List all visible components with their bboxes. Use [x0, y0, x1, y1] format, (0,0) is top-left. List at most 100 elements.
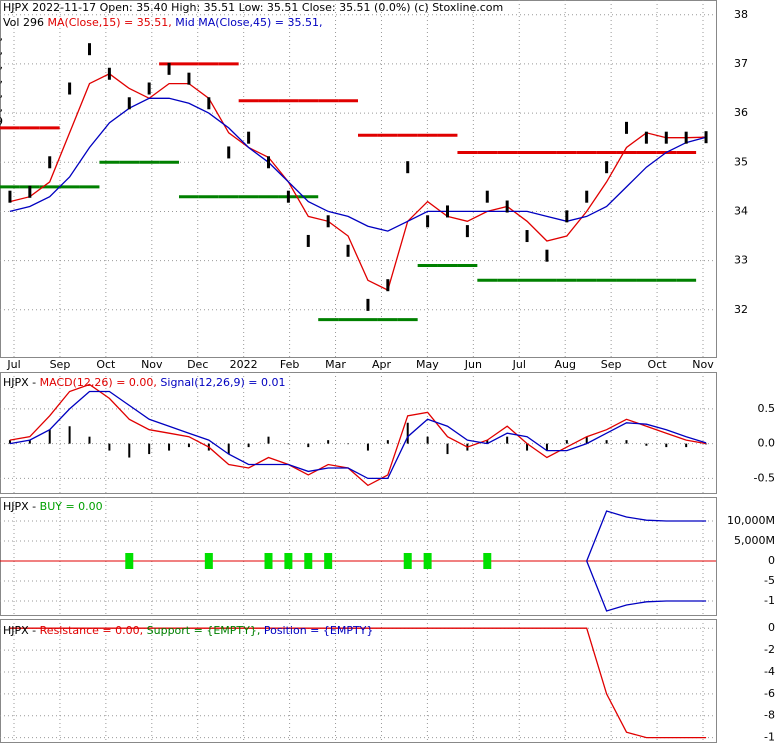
- histogram-bar: [406, 422, 409, 444]
- x-tick-label: Mar: [325, 358, 346, 371]
- panel-frame: [0, 372, 717, 494]
- histogram-bar: [526, 443, 529, 451]
- candle: [605, 161, 609, 174]
- y-tick-label: 0: [768, 554, 775, 567]
- buy-header: HJPX - BUY = 0.00: [3, 500, 103, 513]
- histogram-bar: [28, 440, 31, 444]
- buy-marker: [125, 553, 134, 569]
- candle: [585, 190, 589, 203]
- histogram-bar: [108, 443, 111, 451]
- y-tick-label: 5,000M: [734, 534, 775, 547]
- histogram-bar: [486, 440, 489, 444]
- fib-label: 100% = 35.19,: [0, 30, 3, 43]
- buy-marker: [423, 553, 432, 569]
- x-tick-label: Oct: [648, 358, 668, 371]
- candle: [8, 190, 12, 203]
- x-tick-label: Oct: [96, 358, 116, 371]
- fib-label: 78% = 34.58,: [0, 44, 3, 57]
- candle: [684, 131, 688, 144]
- candle: [704, 131, 708, 144]
- y-tick-label: 36: [734, 106, 748, 119]
- histogram-bar: [168, 443, 171, 451]
- buy-marker: [324, 553, 333, 569]
- histogram-bar: [685, 443, 688, 448]
- histogram-bar: [426, 436, 429, 444]
- y-tick-label: -4: [764, 665, 775, 678]
- series-line: [9, 73, 707, 292]
- candle: [366, 298, 370, 311]
- y-tick-label: -1: [764, 594, 775, 607]
- candle: [485, 190, 489, 203]
- buy-marker: [483, 553, 492, 569]
- histogram-bar: [227, 443, 230, 455]
- x-tick-label: May: [416, 358, 439, 371]
- y-tick-label: 32: [734, 303, 748, 316]
- series-line: [586, 560, 707, 612]
- y-tick-label: 37: [734, 57, 748, 70]
- histogram-bar: [88, 436, 91, 444]
- resistance-label: Resistance = 0.00,: [40, 624, 143, 637]
- histogram-bar: [148, 443, 151, 455]
- histogram-bar: [565, 440, 568, 444]
- histogram-bar: [128, 443, 131, 458]
- candle: [127, 97, 131, 110]
- buy-marker: [204, 553, 213, 569]
- y-tick-label: 38: [734, 8, 748, 21]
- ma-label: MA(Close,15) = 35.51,: [47, 16, 171, 29]
- y-tick-label: 10,000M: [727, 514, 775, 527]
- histogram-bar: [386, 440, 389, 444]
- candle: [346, 244, 350, 257]
- fib-value: = 32.59: [0, 115, 3, 128]
- x-tick-label: Sep: [601, 358, 622, 371]
- histogram-bar: [645, 443, 648, 446]
- volume-label: Vol 296: [3, 16, 44, 29]
- histogram-bar: [446, 443, 449, 455]
- y-tick-label: -8: [764, 709, 775, 722]
- candle: [187, 72, 191, 85]
- candle: [625, 121, 628, 134]
- candle: [267, 156, 270, 169]
- y-tick-label: -0.5: [754, 471, 775, 484]
- panel-title: HJPX -: [3, 376, 40, 389]
- histogram-bar: [267, 436, 270, 444]
- header-line: Vol 296 MA(Close,15) = 35.51, Mid MA(Clo…: [3, 16, 323, 29]
- y-tick-label: 0.0: [758, 437, 776, 450]
- y-tick-label: -1: [764, 731, 775, 744]
- candle: [426, 215, 430, 228]
- chart-title: HJPX 2022-11-17 Open: 35.40 High: 35.51 …: [3, 1, 503, 14]
- panel-frame: [0, 497, 717, 616]
- candle: [644, 131, 648, 144]
- candle: [68, 82, 72, 95]
- macd-header: HJPX - MACD(12,26) = 0.00, Signal(12,26,…: [3, 376, 285, 389]
- buy-marker: [403, 553, 412, 569]
- candle: [406, 161, 410, 174]
- x-tick-label: Jul: [6, 358, 20, 371]
- histogram-bar: [8, 440, 11, 444]
- fib-value: = 34.58,: [0, 44, 3, 57]
- candle: [167, 62, 171, 75]
- histogram-bar: [247, 443, 250, 448]
- histogram-bar: [545, 443, 548, 451]
- candle: [88, 43, 91, 56]
- candle: [247, 131, 251, 144]
- resistance-header: HJPX - Resistance = 0.00, Support = {EMP…: [3, 624, 373, 637]
- y-tick-label: -6: [764, 687, 775, 700]
- series-line: [9, 627, 707, 739]
- x-tick-label: Jun: [464, 358, 482, 371]
- histogram-bar: [605, 440, 608, 444]
- series-line: [586, 510, 707, 562]
- x-tick-label: 2022: [230, 358, 258, 371]
- fib-value: = 33.14,: [0, 101, 3, 114]
- candle: [525, 230, 529, 243]
- fib-value: = 35.19,: [0, 30, 3, 43]
- candle: [48, 156, 52, 169]
- mid-ma-label: Mid MA(Close,45) = 35.51,: [175, 16, 322, 29]
- histogram-bar: [307, 443, 310, 448]
- panel-frame: [0, 0, 717, 358]
- x-tick-label: Feb: [280, 358, 299, 371]
- macd-label: MACD(12,26) = 0.00,: [40, 376, 157, 389]
- fib-label: 50% = 33.89,: [0, 73, 3, 86]
- candle: [326, 215, 330, 228]
- fib-label: 61% = 34.20,: [0, 58, 3, 71]
